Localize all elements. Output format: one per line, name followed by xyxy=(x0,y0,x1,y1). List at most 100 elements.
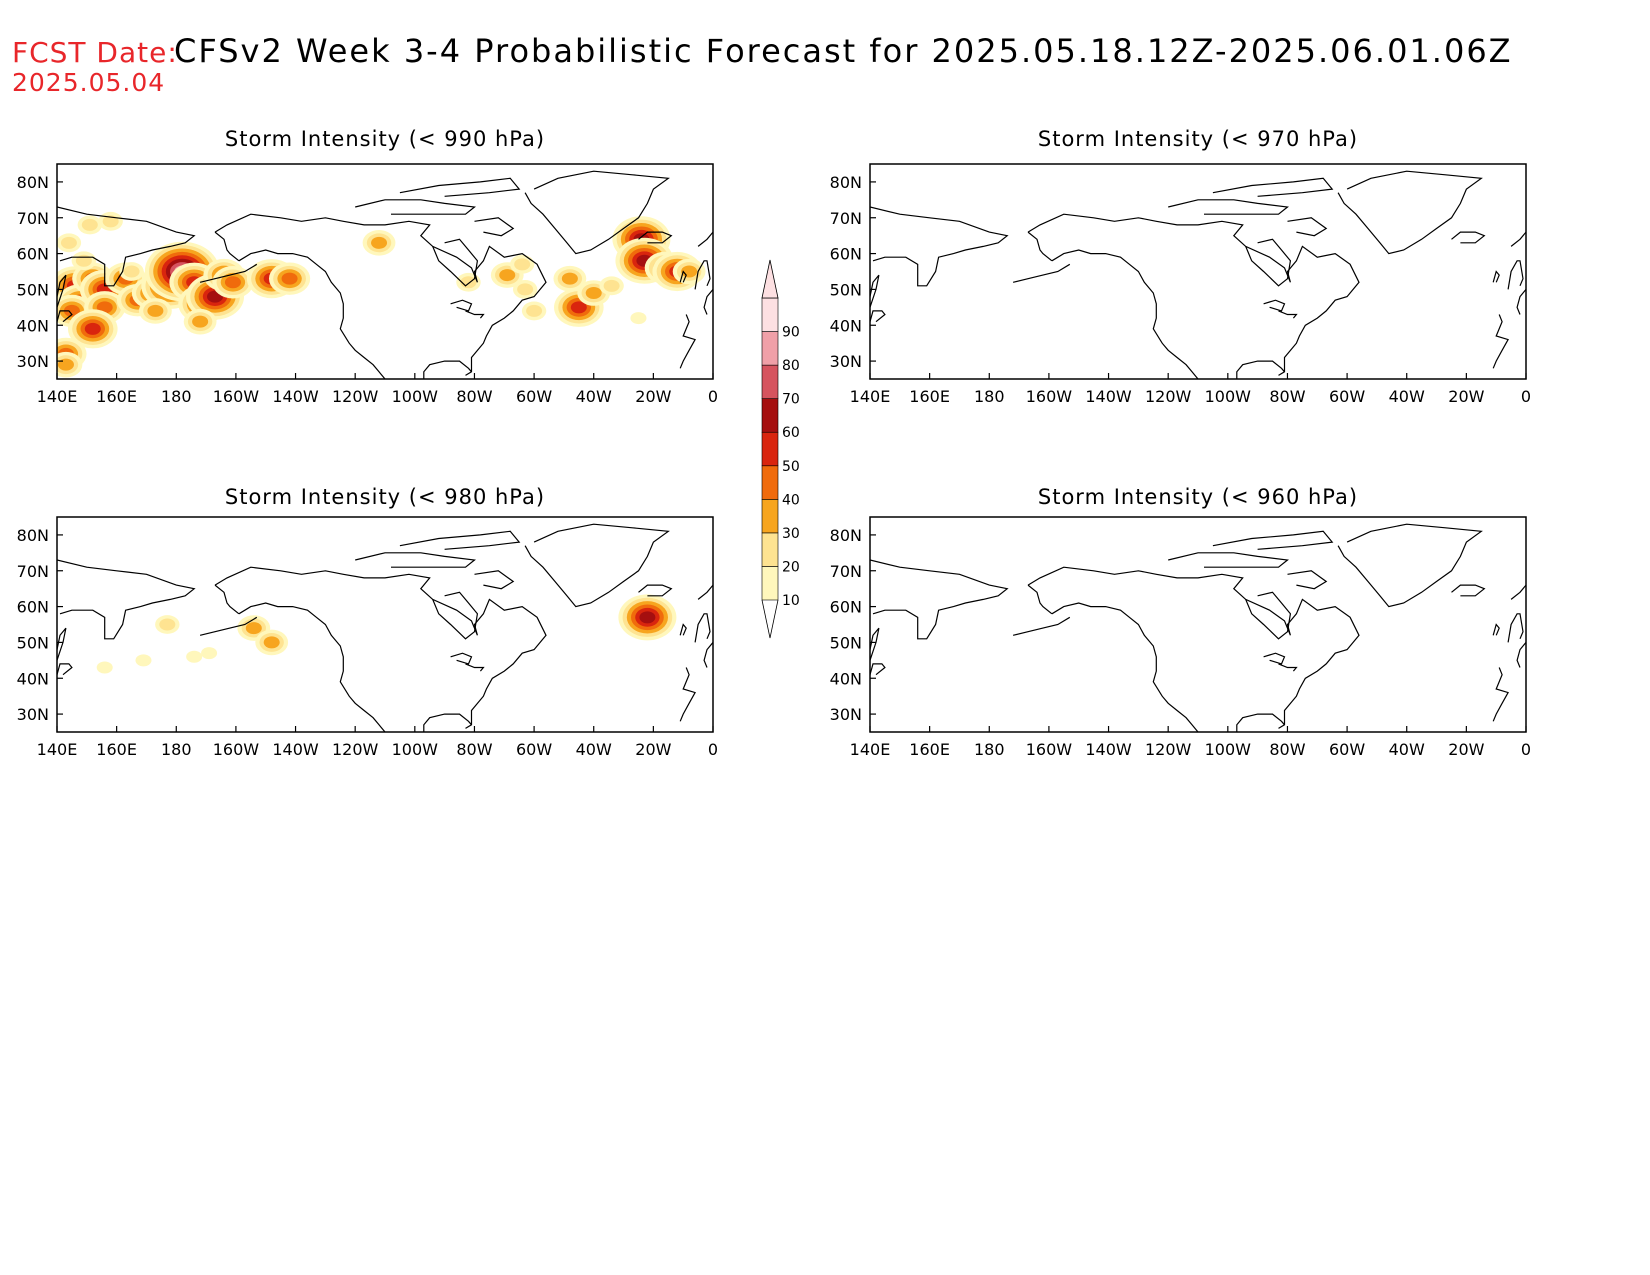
coastline xyxy=(355,199,476,215)
x-tick-label: 140W xyxy=(1085,740,1132,759)
x-tick-label: 160E xyxy=(96,387,137,406)
coastline xyxy=(870,206,1009,287)
x-tick-label: 0 xyxy=(708,740,718,759)
y-tick-label: 40N xyxy=(17,316,49,335)
x-tick-label: 100W xyxy=(392,387,439,406)
x-tick-label: 100W xyxy=(1205,387,1252,406)
coastline xyxy=(524,523,670,608)
x-tick-label: 0 xyxy=(708,387,718,406)
probability-cell xyxy=(599,276,624,296)
coastline xyxy=(199,616,258,636)
coastline xyxy=(1507,613,1524,643)
colorbar-min-arrow xyxy=(761,599,779,639)
x-tick-label: 80W xyxy=(1269,740,1305,759)
y-tick-label: 30N xyxy=(17,352,49,371)
coastline xyxy=(1012,263,1071,283)
x-tick-label: 160E xyxy=(96,740,137,759)
y-tick-label: 60N xyxy=(17,598,49,617)
probability-cell xyxy=(362,230,396,256)
panel-title: Storm Intensity (< 960 hPa) xyxy=(1038,485,1358,509)
x-tick-label: 140W xyxy=(272,387,319,406)
coastline xyxy=(1168,199,1289,215)
coastline xyxy=(697,584,713,600)
colorbar-max-arrow xyxy=(761,259,779,299)
coastline xyxy=(57,559,196,640)
coastline xyxy=(450,299,473,312)
coastline xyxy=(1278,663,1298,672)
probability-cell xyxy=(512,280,538,299)
colorbar-label: 20 xyxy=(782,559,800,575)
coastline xyxy=(214,584,240,615)
probability-cell xyxy=(521,301,547,321)
coastline xyxy=(1168,552,1289,568)
colorbar-swatch xyxy=(761,331,779,366)
y-tick-label: 40N xyxy=(830,669,862,688)
y-tick-label: 70N xyxy=(830,562,862,581)
coastline xyxy=(214,566,547,729)
coastline xyxy=(679,314,696,369)
coastline xyxy=(1012,616,1071,636)
fcst-date-value: 2025.05.04 xyxy=(12,68,166,97)
y-tick-label: 60N xyxy=(17,245,49,264)
probability-cell xyxy=(183,308,217,335)
probability-cell xyxy=(119,262,144,281)
x-tick-label: 120W xyxy=(1145,740,1192,759)
coastline xyxy=(1451,584,1486,597)
coastline xyxy=(1245,238,1292,287)
colorbar-label: 70 xyxy=(782,392,800,408)
figure-title: CFSv2 Week 3-4 Probabilistic Forecast fo… xyxy=(174,32,1513,70)
x-tick-label: 80W xyxy=(456,740,492,759)
map-area xyxy=(870,523,1526,732)
coastline xyxy=(1507,260,1524,290)
coastline xyxy=(1516,642,1526,668)
probability-cell xyxy=(135,654,152,667)
x-tick-label: 120W xyxy=(332,387,379,406)
x-tick-label: 100W xyxy=(392,740,439,759)
x-tick-label: 140E xyxy=(37,387,78,406)
panel-980hpa: Storm Intensity (< 980 hPa) 80N 70N 60N 50N 4… xyxy=(17,485,718,759)
coastline xyxy=(1492,270,1500,283)
map-frame xyxy=(869,163,1527,380)
y-tick-label: 80N xyxy=(830,173,862,192)
coastline xyxy=(214,213,547,376)
colorbar-swatch xyxy=(761,297,779,332)
y-tick-label: 50N xyxy=(830,633,862,652)
probability-cell xyxy=(77,215,103,235)
coastline xyxy=(1287,217,1328,237)
colorbar-label: 40 xyxy=(782,492,800,508)
probability-cell xyxy=(672,258,706,285)
coastline xyxy=(694,613,711,643)
coastline xyxy=(238,249,386,379)
map-area xyxy=(870,170,1526,379)
coastline xyxy=(465,310,485,319)
probability-cell xyxy=(57,233,82,253)
coastline xyxy=(697,231,713,247)
map-frame xyxy=(869,516,1527,733)
coastline xyxy=(703,642,713,668)
coastline xyxy=(1212,177,1334,197)
y-tick-label: 50N xyxy=(17,280,49,299)
coastline xyxy=(57,206,196,287)
map-frame xyxy=(56,516,714,733)
probability-cell xyxy=(553,265,587,292)
coastline xyxy=(1287,570,1328,590)
coastline xyxy=(474,217,515,237)
probability-cell xyxy=(630,312,647,325)
x-tick-label: 140W xyxy=(272,740,319,759)
coastline xyxy=(638,231,673,244)
coastline xyxy=(57,310,73,323)
coastline xyxy=(399,177,521,197)
x-tick-label: 140E xyxy=(850,740,891,759)
map-area xyxy=(57,523,713,732)
coastline xyxy=(1027,213,1360,376)
coastline xyxy=(1492,667,1509,722)
coastline xyxy=(238,602,386,732)
y-tick-label: 40N xyxy=(830,316,862,335)
panel-title: Storm Intensity (< 970 hPa) xyxy=(1038,127,1358,151)
coastline xyxy=(1245,591,1292,640)
x-tick-label: 80W xyxy=(1269,387,1305,406)
coastline xyxy=(1236,713,1285,732)
x-tick-label: 160W xyxy=(213,740,260,759)
panel-title: Storm Intensity (< 990 hPa) xyxy=(225,127,545,151)
